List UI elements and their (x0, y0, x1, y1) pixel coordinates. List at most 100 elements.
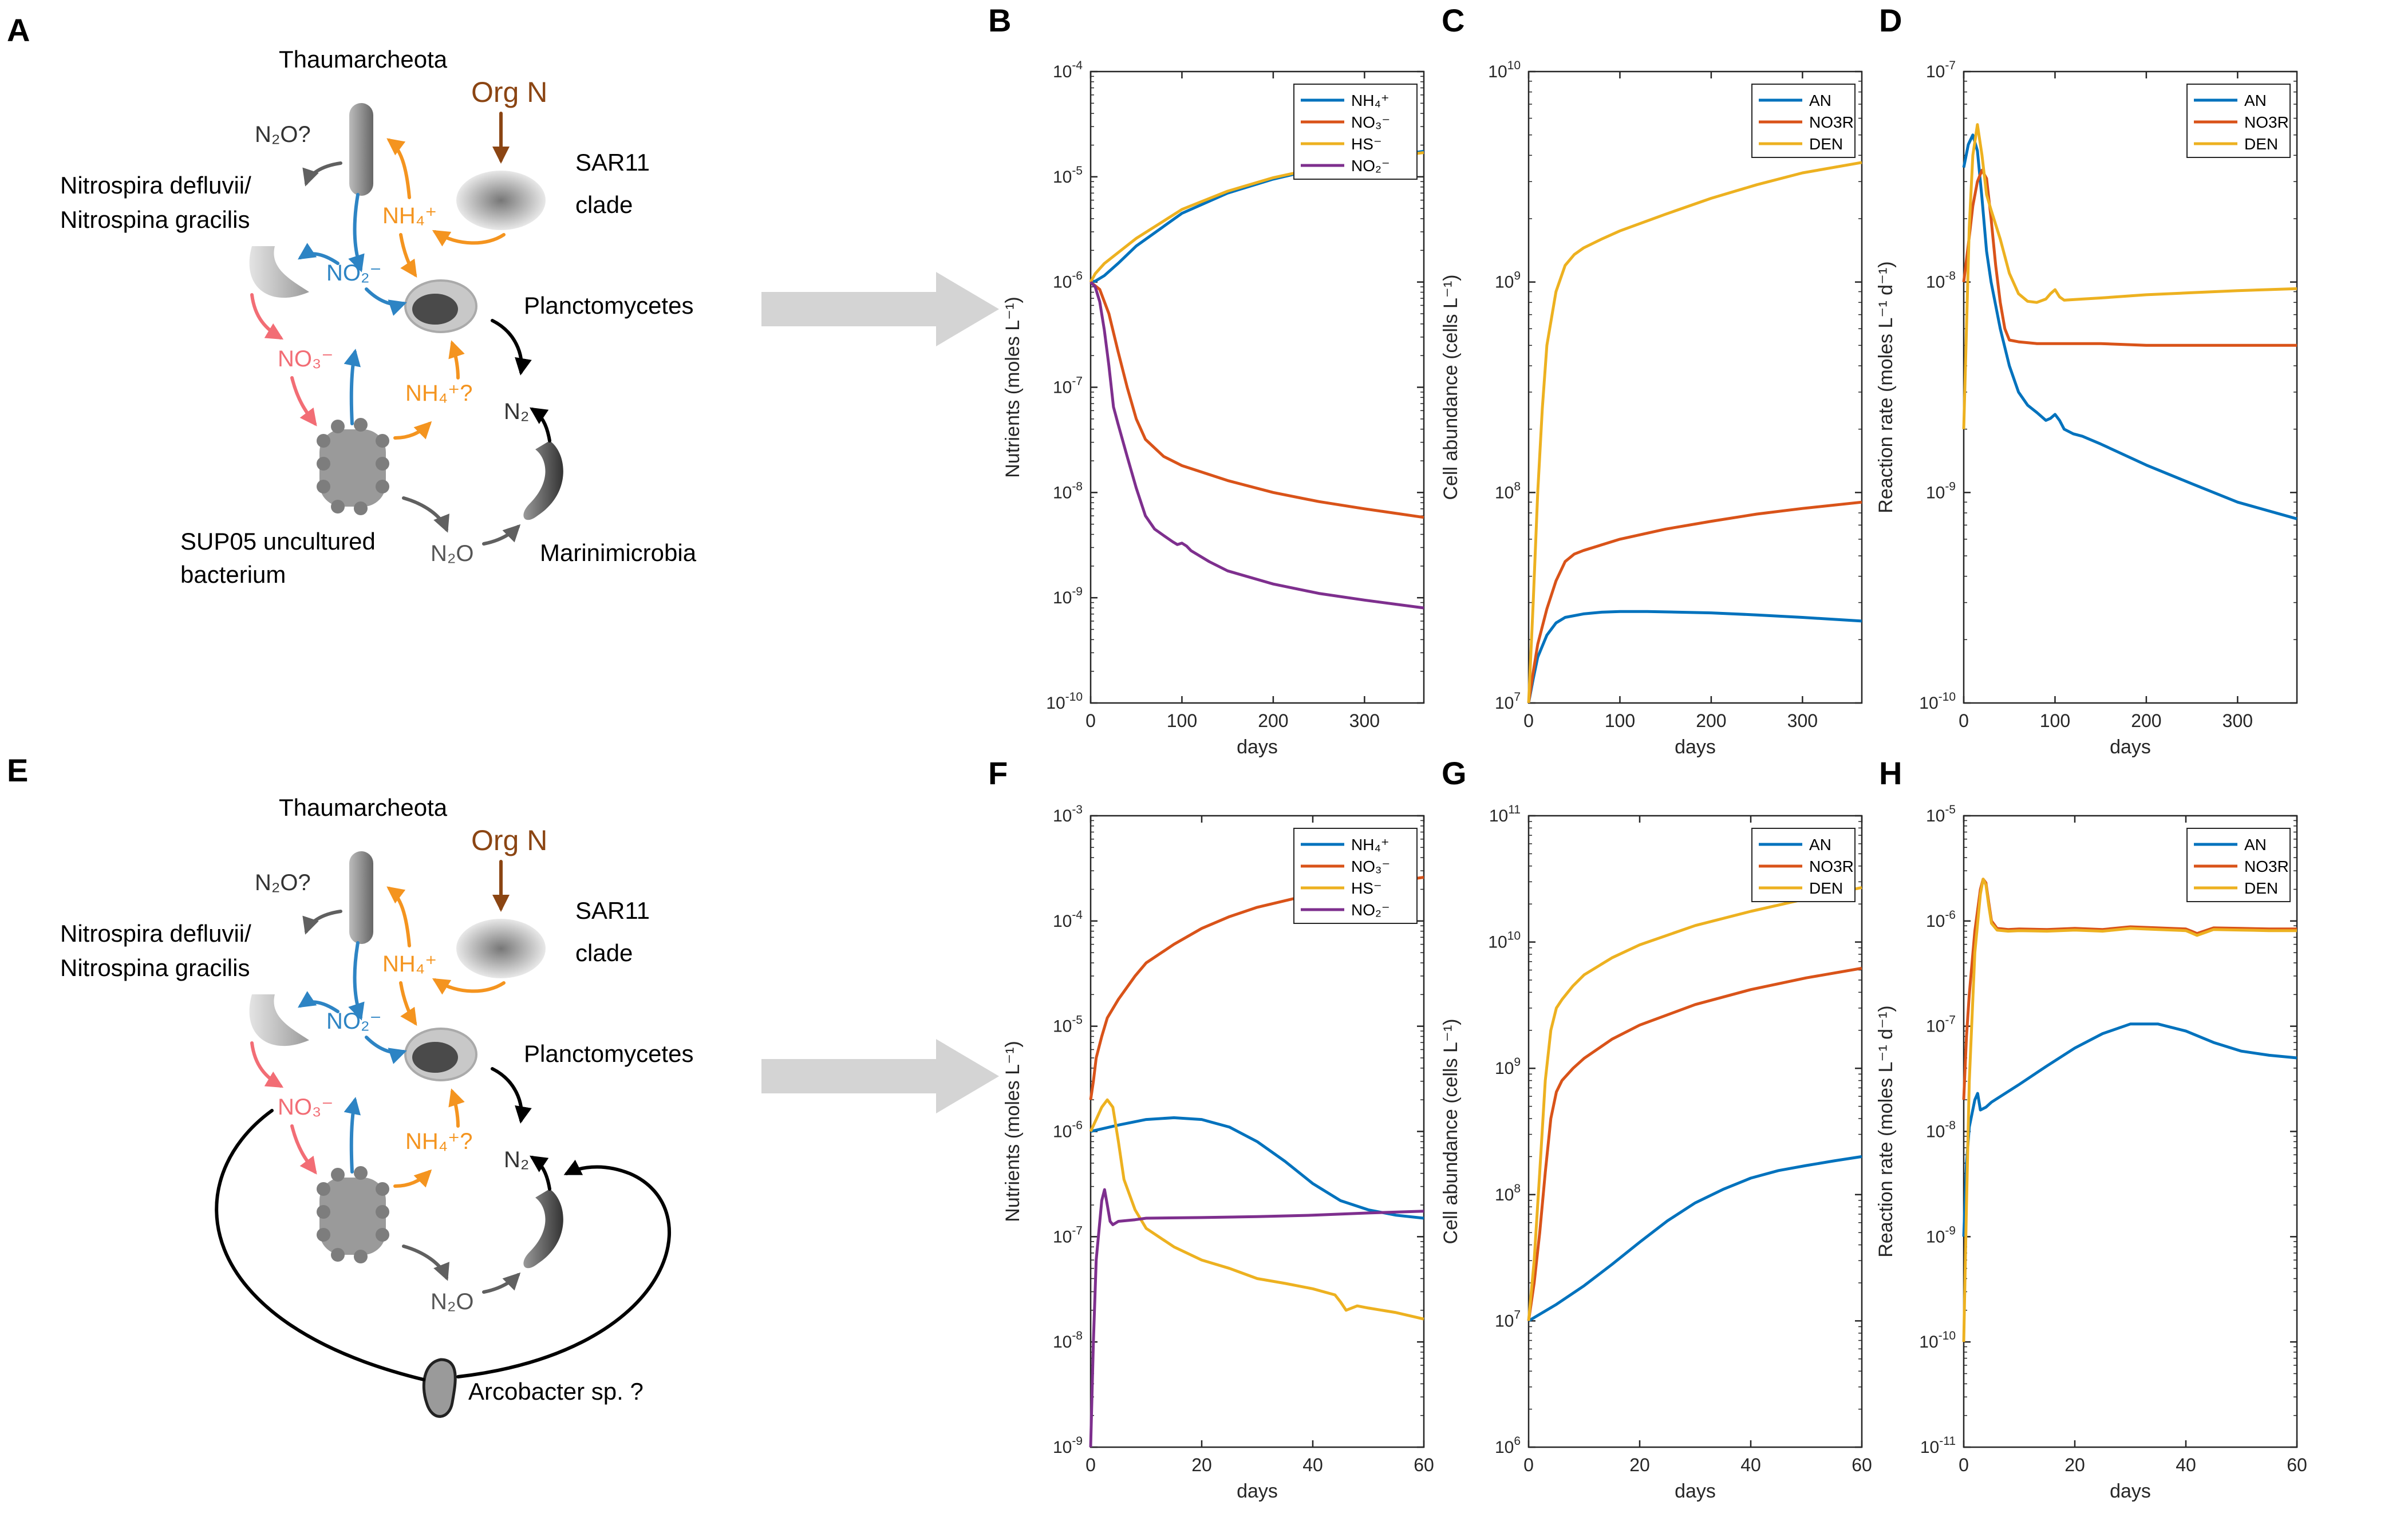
no2-to-plancto-arrow (365, 1036, 407, 1064)
nh4-to-thaum-arrow (386, 138, 411, 199)
y-axis-label: Cell abundance (cells L⁻¹) (1440, 1018, 1462, 1244)
label-arcobacter: Arcobacter sp. ? (468, 1378, 644, 1405)
panel-label-d: D (1879, 2, 1902, 38)
series-line-no3- (1089, 281, 1424, 519)
no2-to-plancto-arrow (365, 287, 407, 316)
sar11-cell (456, 919, 546, 978)
legend-label: NO3R (2244, 113, 2289, 131)
label-nitrospina: Nitrospina gracilis (60, 954, 250, 981)
series-line-an (1962, 1022, 2298, 1237)
cycle-a: Thaumarcheota Org N SAR11 clade Nitrospi… (60, 46, 697, 588)
x-axis-label: days (2110, 736, 2151, 758)
y-tick-label: 10-7 (1926, 1014, 1956, 1036)
series-line-nh4+ (1090, 1116, 1424, 1220)
panel-label-a: A (7, 12, 30, 48)
legend-label: AN (1809, 836, 1831, 854)
legend-label: DEN (1809, 135, 1843, 153)
plot-frame (1963, 815, 2298, 1448)
plancto-to-n2-arrow (491, 319, 532, 376)
nitrospira-cell (249, 994, 309, 1046)
flow-arrow-a (761, 272, 999, 346)
x-tick-label: 100 (1605, 710, 1635, 731)
y-tick-label: 10-5 (1053, 164, 1083, 187)
label-n2: N₂ (504, 1147, 529, 1172)
legend-label: NH₄⁺ (1351, 836, 1389, 854)
plot-frame (1527, 70, 1863, 704)
nh4q-to-plancto-arrow (448, 340, 465, 380)
no3-to-sup05-arrow (290, 1124, 317, 1175)
label-org-n: Org N (471, 76, 547, 108)
x-tick-label: 40 (2176, 1455, 2196, 1475)
label-n2o: N₂O (431, 541, 474, 566)
y-tick-label: 10-9 (1053, 1435, 1083, 1457)
panel-c: C 107 108 109 1010 0 100 200 300 days Cell abunda… (1440, 2, 1863, 758)
series-line-no3r (1527, 500, 1862, 704)
sup05-to-nh4q-arrow (393, 421, 432, 440)
marini-to-n2-arrow (530, 407, 551, 443)
x-tick-label: 0 (1523, 1455, 1534, 1475)
y-tick-label: 106 (1495, 1435, 1521, 1457)
legend-label: NO₃⁻ (1351, 858, 1390, 875)
sar11-to-nh4-arrow (432, 230, 506, 247)
y-tick-label: 10-4 (1053, 908, 1083, 931)
sup05-to-n2o-arrow (402, 496, 449, 533)
y-tick-label: 10-11 (1920, 1435, 1956, 1457)
panel-d: D 10-10 10-9 10-8 10-7 0 100 200 300 days Reactio… (1875, 2, 2298, 758)
label-nh4-q: NH₄⁺? (405, 1129, 472, 1154)
legend-label: NO3R (2244, 858, 2289, 875)
label-thaumarcheota: Thaumarcheota (279, 46, 448, 73)
y-tick-label: 10-7 (1053, 1224, 1083, 1246)
chart-d: 10-10 10-9 10-8 10-7 0 100 200 300 days Reaction … (1875, 59, 2298, 758)
y-tick-label: 10-8 (1053, 480, 1083, 502)
label-sup05: SUP05 uncultured (180, 528, 376, 555)
panel-label-e: E (7, 752, 28, 788)
y-axis-label: Reaction rate (moles L⁻¹ d⁻¹) (1875, 261, 1897, 513)
y-tick-label: 109 (1495, 270, 1521, 292)
series-line-no3r (1962, 168, 2297, 347)
n2o-to-marini-arrow (482, 524, 521, 546)
nh4-to-thaum-arrow (386, 886, 411, 947)
panel-f: F 10-9 10-8 10-7 10-6 10-5 10-4 10-3 0 20 40 60 day… (988, 755, 1434, 1502)
x-tick-label: 0 (1959, 1455, 1969, 1475)
plancto-to-n2-arrow (491, 1067, 532, 1124)
x-axis-label: days (1675, 736, 1716, 758)
thaum-to-no2-arrow (348, 193, 365, 272)
legend-label: DEN (2244, 135, 2278, 153)
panel-b: B 10-10 10-9 10-8 10-7 10-6 10-5 10-4 0 100 200 30… (988, 2, 1425, 758)
series-line-den (1962, 123, 2298, 429)
x-tick-label: 60 (2287, 1455, 2307, 1475)
chart-g: 106 107 108 109 1010 1011 0 20 40 60 days Cell abun… (1440, 803, 1872, 1502)
diagram-a: A Thaumarcheota Org N SAR11 clade Nitros… (7, 12, 999, 588)
nh4q-to-plancto-arrow (448, 1088, 465, 1128)
label-nh4: NH₄⁺ (382, 203, 437, 228)
panel-label-f: F (988, 755, 1008, 791)
label-nitrospira: Nitrospira defluvii/ (60, 920, 251, 947)
y-tick-label: 10-9 (1926, 1224, 1956, 1246)
legend-label: NO₃⁻ (1351, 113, 1390, 131)
x-tick-label: 20 (1629, 1455, 1650, 1475)
label-no2: NO₂⁻ (326, 1009, 382, 1034)
y-tick-label: 107 (1495, 690, 1521, 713)
plot-frame (1963, 70, 2298, 704)
chart-f: 10-9 10-8 10-7 10-6 10-5 10-4 10-3 0 20 40 60 days N… (1002, 803, 1434, 1502)
panel-label-g: G (1442, 755, 1467, 791)
y-tick-label: 10-8 (1926, 1119, 1956, 1141)
nitrospira-to-no3-arrow (250, 1041, 284, 1088)
x-tick-label: 300 (2223, 710, 2253, 731)
x-tick-label: 0 (1959, 710, 1969, 731)
label-n2o-q: N₂O? (255, 122, 311, 147)
label-no3: NO₃⁻ (278, 346, 333, 372)
label-thaumarcheota: Thaumarcheota (279, 794, 448, 821)
panel-label-h: H (1879, 755, 1902, 791)
y-tick-label: 10-9 (1053, 585, 1083, 607)
y-tick-label: 1010 (1488, 59, 1521, 81)
sup05-to-no2-arrow (344, 349, 361, 425)
x-tick-label: 100 (1167, 710, 1197, 731)
x-tick-label: 300 (1349, 710, 1380, 731)
x-tick-label: 300 (1787, 710, 1818, 731)
x-tick-label: 20 (2064, 1455, 2085, 1475)
legend-label: DEN (1809, 879, 1843, 897)
thaum-to-no2-arrow (348, 941, 365, 1021)
y-axis-label: Nutrients (moles L⁻¹) (1002, 1041, 1024, 1222)
no3-to-sup05-arrow (290, 376, 317, 426)
